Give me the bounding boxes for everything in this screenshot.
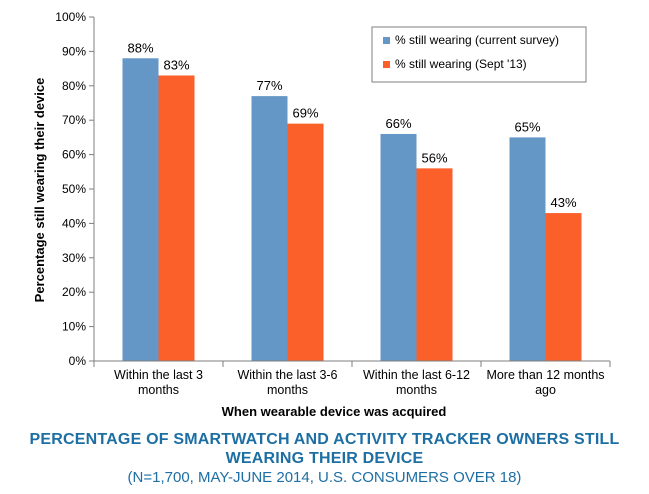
legend-swatch: [383, 37, 390, 44]
x-axis: Within the last 3 months Within the last 3…: [93, 360, 611, 397]
legend: % still wearing (current survey) % still …: [371, 26, 587, 83]
y-tick-label: 20%: [62, 285, 86, 299]
bar-value-label: 66%: [385, 116, 411, 131]
bar: [158, 75, 195, 361]
caption-subtitle: (N=1,700, MAY-JUNE 2014, U.S. CONSUMERS …: [127, 469, 522, 486]
y-tick-label: 10%: [62, 320, 86, 334]
bar-value-label: 77%: [256, 78, 282, 93]
y-tick-label: 100%: [55, 10, 86, 24]
y-axis: 0% 10% 20% 30% 40% 50% 60% 70% 80% 90% 100%: [55, 10, 95, 368]
x-axis-title: When wearable device was acquired: [222, 404, 447, 419]
y-tick-label: 0%: [69, 354, 87, 368]
bar: [287, 123, 324, 361]
caption-title-line-2: WEARING THEIR DEVICE: [225, 450, 424, 467]
bar-value-label: 69%: [292, 106, 318, 121]
category-label: Within the last 3 months: [114, 368, 203, 397]
y-tick-label: 90%: [62, 44, 86, 58]
legend-label: % still wearing (Sept '13): [395, 57, 527, 71]
y-tick-label: 60%: [62, 148, 86, 162]
bar-value-label: 56%: [421, 150, 447, 165]
bar: [416, 168, 453, 361]
category-label: Within the last 3-6 months: [237, 368, 337, 397]
caption-title-line-1: PERCENTAGE OF SMARTWATCH AND ACTIVITY TR…: [29, 431, 620, 448]
caption: PERCENTAGE OF SMARTWATCH AND ACTIVITY TR…: [0, 430, 649, 488]
bar: [509, 137, 546, 361]
bar: [251, 96, 288, 362]
bar-value-label: 88%: [127, 40, 153, 55]
bar-chart: 0% 10% 20% 30% 40% 50% 60% 70% 80% 90% 100% 88% 77%…: [32, 10, 611, 419]
bar: [122, 58, 159, 361]
bar-value-label: 65%: [514, 119, 540, 134]
bars: 88% 77% 66% 65% 83% 69% 56% 43%: [122, 40, 582, 362]
legend-label: % still wearing (current survey): [395, 33, 559, 47]
legend-box: [371, 26, 587, 83]
legend-swatch: [383, 61, 390, 68]
y-tick-label: 30%: [62, 251, 86, 265]
bar: [545, 213, 582, 361]
y-axis-title: Percentage still wearing their device: [32, 78, 47, 303]
y-tick-label: 70%: [62, 113, 86, 127]
bar: [380, 133, 417, 361]
category-label: Within the last 6-12 months: [363, 368, 470, 397]
y-tick-label: 80%: [62, 79, 86, 93]
y-tick-label: 40%: [62, 216, 86, 230]
bar-value-label: 83%: [163, 57, 189, 72]
bar-value-label: 43%: [550, 195, 576, 210]
y-tick-label: 50%: [62, 182, 86, 196]
category-label: More than 12 months ago: [486, 368, 604, 397]
